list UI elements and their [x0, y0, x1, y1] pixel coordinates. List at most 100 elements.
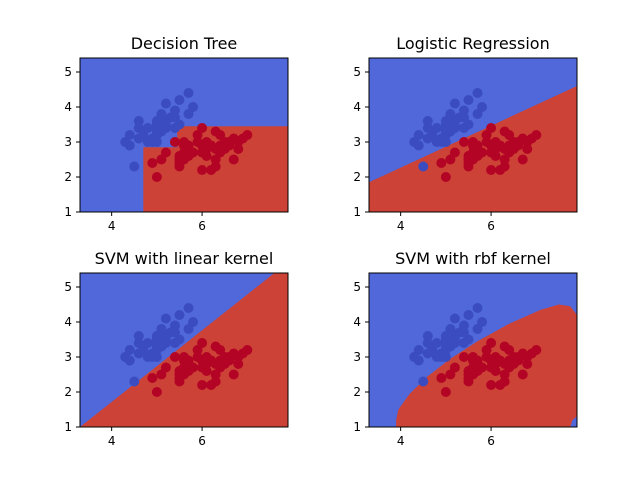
- data-point-class-high: [449, 147, 460, 158]
- data-point-class-low: [463, 95, 474, 105]
- data-point-class-low: [431, 123, 442, 133]
- y-tick-label: 2: [353, 170, 361, 184]
- data-point-class-low: [463, 119, 474, 130]
- data-point-class-low: [477, 102, 488, 112]
- subplot-grid: 4 6 1 2 3 4 5 Decision Tree 4 6 1 2 3 4 5 Logistic Regr…: [64, 34, 578, 448]
- data-point-class-low: [151, 352, 162, 362]
- data-point-class-high: [522, 359, 533, 369]
- y-tick-label: 1: [353, 420, 361, 434]
- x-tick-label: 6: [198, 219, 206, 233]
- x-tick-label: 4: [397, 434, 405, 448]
- subplot-title: SVM with rbf kernel: [395, 249, 551, 268]
- data-point-class-high: [436, 373, 447, 383]
- data-point-class-low: [174, 310, 185, 320]
- y-tick-label: 1: [64, 205, 72, 219]
- data-point-class-low: [124, 355, 135, 366]
- data-point-class-low: [142, 123, 153, 133]
- data-point-class-high: [151, 172, 162, 182]
- data-point-class-high: [440, 387, 451, 397]
- subplot-1: 4 6 1 2 3 4 5 Decision Tree: [64, 34, 289, 233]
- data-point-class-high: [499, 376, 510, 387]
- data-point-class-high: [201, 366, 212, 376]
- x-tick-label: 6: [487, 434, 495, 448]
- data-point-class-high: [228, 154, 239, 165]
- data-point-class-high: [486, 165, 497, 175]
- data-point-class-low: [160, 98, 171, 109]
- data-point-class-high: [147, 158, 158, 168]
- data-point-class-low: [142, 338, 153, 348]
- data-point-class-high: [449, 362, 460, 373]
- data-point-class-low: [188, 317, 199, 327]
- data-point-class-high: [440, 172, 451, 182]
- data-point-class-low: [418, 376, 429, 387]
- axes-frame: [368, 272, 578, 428]
- data-point-class-high: [486, 380, 497, 390]
- data-point-class-high: [242, 345, 253, 355]
- data-point-class-high: [499, 161, 510, 172]
- subplot-title: Decision Tree: [131, 34, 238, 53]
- subplot-2: 4 6 1 2 3 4 5 Logistic Regression: [353, 34, 578, 233]
- y-tick-label: 4: [353, 100, 361, 114]
- data-point-class-low: [133, 116, 144, 126]
- data-point-class-high: [197, 123, 208, 133]
- data-point-class-high: [201, 151, 212, 161]
- data-point-class-low: [174, 95, 185, 105]
- data-point-class-low: [449, 98, 460, 109]
- data-point-class-high: [210, 376, 221, 387]
- data-point-class-low: [183, 303, 194, 313]
- data-point-class-low: [458, 320, 469, 331]
- data-point-class-low: [160, 313, 171, 324]
- plot-area: [80, 58, 288, 212]
- data-point-class-low: [440, 352, 451, 362]
- y-tick-label: 3: [64, 350, 72, 364]
- data-point-class-high: [436, 158, 447, 168]
- decision-region-high: [80, 273, 288, 427]
- data-point-class-high: [188, 362, 199, 373]
- plot-area: [80, 273, 288, 427]
- data-point-class-high: [160, 362, 171, 373]
- data-point-class-low: [445, 109, 456, 119]
- data-point-class-high: [458, 137, 469, 147]
- data-point-class-high: [210, 161, 221, 172]
- data-point-class-low: [129, 376, 140, 387]
- axes-frame: [79, 272, 289, 428]
- data-point-class-low: [440, 137, 451, 147]
- y-tick-label: 4: [64, 100, 72, 114]
- y-tick-label: 3: [353, 350, 361, 364]
- y-tick-label: 4: [64, 315, 72, 329]
- data-point-class-high: [517, 369, 528, 380]
- y-tick-label: 4: [353, 315, 361, 329]
- data-point-class-low: [188, 102, 199, 112]
- data-point-class-high: [531, 130, 542, 140]
- data-point-class-high: [531, 345, 542, 355]
- x-tick-label: 6: [487, 219, 495, 233]
- data-point-class-low: [413, 130, 424, 140]
- y-tick-label: 1: [353, 205, 361, 219]
- data-point-class-low: [174, 119, 185, 130]
- data-point-class-low: [472, 303, 483, 313]
- data-point-class-high: [517, 154, 528, 165]
- data-point-class-low: [413, 345, 424, 355]
- data-point-class-low: [418, 161, 429, 172]
- data-point-class-high: [147, 373, 158, 383]
- data-point-class-low: [169, 105, 180, 116]
- data-point-class-high: [169, 137, 180, 147]
- data-point-class-low: [458, 105, 469, 116]
- y-tick-label: 3: [353, 135, 361, 149]
- data-point-class-low: [463, 334, 474, 345]
- x-tick-label: 4: [397, 219, 405, 233]
- y-tick-label: 5: [353, 65, 361, 79]
- data-point-class-high: [477, 362, 488, 373]
- axes-frame: [368, 57, 578, 213]
- y-tick-label: 5: [64, 280, 72, 294]
- data-point-class-low: [169, 320, 180, 331]
- data-point-class-high: [490, 366, 501, 376]
- data-point-class-low: [124, 140, 135, 151]
- data-point-class-low: [174, 334, 185, 345]
- data-point-class-low: [133, 331, 144, 341]
- x-tick-label: 6: [198, 434, 206, 448]
- data-point-class-low: [445, 324, 456, 334]
- data-point-class-low: [413, 355, 424, 366]
- y-tick-label: 3: [64, 135, 72, 149]
